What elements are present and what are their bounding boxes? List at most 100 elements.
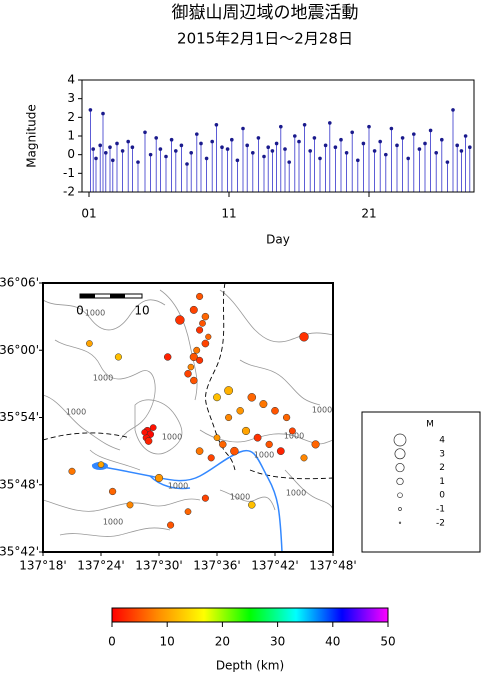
stem-marker [367,124,371,129]
x-axis-label: Day [266,233,290,247]
stem-marker [199,141,203,146]
stem-marker [143,130,147,135]
epicenter [144,437,153,445]
epicenter [253,433,262,442]
epicenter [282,413,291,422]
epicenter [248,501,256,509]
epicenter [196,292,204,301]
stem-marker [344,151,349,155]
x-tick-label: 11 [221,207,236,221]
epicenter [175,315,185,325]
plot-frame [81,79,475,193]
epicenter [126,501,134,509]
size-legend-marker [393,433,407,447]
x-tick-label: 137°18' [19,559,66,573]
size-legend-marker [394,448,406,460]
epicenter [163,353,172,361]
contour-label: 1000 [85,309,105,318]
stem-marker [395,143,399,148]
stem-marker [445,160,450,164]
epicenter [187,363,195,371]
contour-label: 1000 [168,482,188,491]
epicenter [247,393,257,402]
size-legend-marker [397,492,403,498]
size-legend-label: 1 [439,477,445,487]
epicenter [149,424,157,431]
stem-marker [251,151,255,155]
epicenter [276,447,285,456]
colorbar-tick-label: 0 [108,635,116,649]
stem-marker [428,128,433,133]
stem-marker [220,145,224,149]
stem-marker [185,162,189,166]
epicenter [97,461,105,468]
stem-marker [312,136,317,140]
stem-marker [287,160,292,164]
river [91,449,283,552]
contour-label: 1000 [103,518,123,527]
stem-marker [120,149,125,153]
epicenter [114,353,122,361]
stem-marker [179,143,184,148]
size-legend-label: 2 [439,463,445,473]
colorbar-tick-label: 20 [215,635,230,649]
stem-marker [111,158,115,163]
stem-marker [98,143,102,148]
colorbar-tick-label: 30 [270,635,285,649]
epicenter [299,332,309,342]
stem-marker [459,149,464,153]
epicenter [207,454,215,462]
epicenter [184,508,192,516]
epicenter [195,447,204,455]
stem-marker [302,123,307,127]
stem-marker [115,141,119,146]
stem-marker [174,149,178,153]
y-tick-label: 36°00' [0,343,39,357]
stem-marker [136,160,140,164]
contour-label: 1000 [162,433,182,442]
epicenter [288,427,296,435]
stem-marker [423,141,427,146]
stem-marker [104,151,108,155]
boundaries [43,283,333,480]
stem-marker [308,149,313,153]
epicenter [230,446,239,456]
epicenter [108,487,117,496]
epicenter [184,370,192,378]
y-tick-label: 35°42' [0,545,39,559]
epicenter [271,406,279,415]
contour-label: 1000 [286,489,306,498]
stem-marker [293,134,297,138]
epicenter [196,356,204,364]
contour-label: 1000 [284,432,304,441]
stem-marker [455,143,460,148]
stem-marker [372,149,377,153]
size-legend-box [361,411,481,553]
x-tick-label: 137°42' [251,559,298,573]
epicenter [201,312,210,321]
epicenter [219,440,227,449]
stem-marker [378,139,383,144]
scale-label: 0 [76,304,84,318]
chart-subtitle: 2015年2月1日～2月28日 [177,30,353,48]
y-tick-label: 35°54' [0,410,39,424]
stem-marker [230,137,234,142]
stem-marker [108,145,112,149]
stem-marker [241,126,245,131]
stem-marker [468,145,472,149]
size-legend-label: 4 [439,436,445,446]
stem-marker [266,145,271,149]
stem-marker [434,151,439,155]
x-tick-label: 01 [81,207,96,221]
stem-marker [189,151,193,155]
stem-marker [148,152,153,157]
stem-marker [195,132,199,136]
stem-marker [214,123,219,127]
scale-bar: 0 10 [76,293,150,318]
stem-marker [158,147,163,151]
stem-marker [412,132,416,136]
contour-label: 1000 [254,451,274,460]
size-legend-label: 3 [439,449,445,459]
